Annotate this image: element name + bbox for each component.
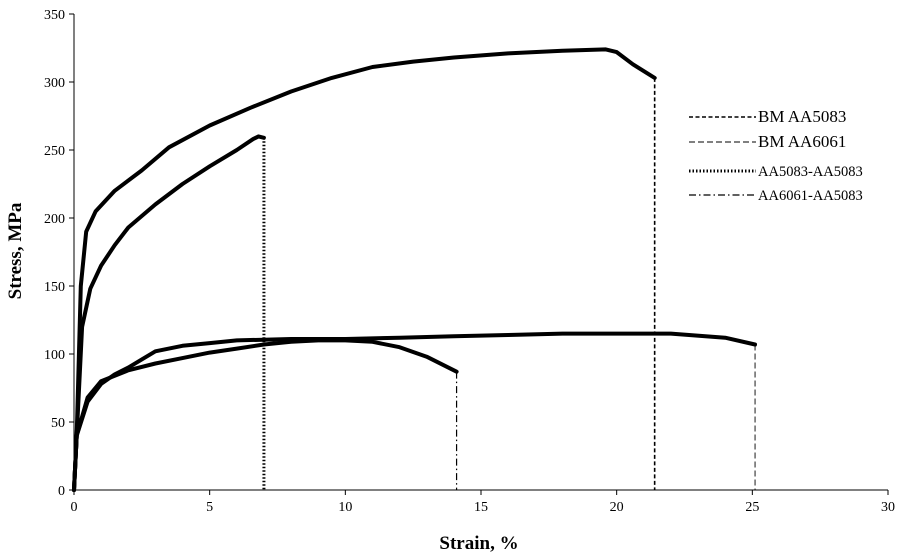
y-axis-title: Stress, MPa (5, 202, 26, 299)
y-tick-label: 100 (44, 348, 65, 363)
stress-strain-curve (72, 331, 757, 492)
y-tick-label: 250 (44, 144, 65, 159)
stress-strain-curve (72, 134, 266, 492)
legend-item: AA5083-AA5083 (689, 164, 863, 180)
y-tick-label: 300 (44, 76, 65, 91)
series-3 (72, 134, 266, 492)
x-axis-title: Strain, % (439, 533, 518, 554)
x-tick-label: 5 (206, 500, 213, 515)
y-tick-label: 350 (44, 8, 65, 23)
legend-label: AA5083-AA5083 (758, 164, 863, 180)
series-2 (72, 331, 757, 492)
axes: 0 50 100 150 200 250 300 350 0 5 10 15 20 25 30 (44, 8, 895, 515)
legend-label: AA6061-AA5083 (758, 188, 863, 204)
x-tick-label: 30 (881, 500, 895, 515)
y-tick-label: 150 (44, 280, 65, 295)
legend-label: BM AA6061 (758, 132, 846, 151)
y-tick-label: 200 (44, 212, 65, 227)
legend: BM AA5083 BM AA6061 AA5083-AA5083 AA6061-AA… (689, 107, 863, 204)
x-tick-label: 10 (338, 500, 352, 515)
legend-label: BM AA5083 (758, 107, 846, 126)
y-tick-label: 50 (51, 416, 65, 431)
series-layer (72, 47, 757, 492)
x-tick-label: 0 (71, 500, 78, 515)
y-tick-label: 0 (58, 484, 65, 499)
series-1 (72, 47, 657, 492)
x-tick-label: 25 (745, 500, 759, 515)
series-4 (72, 338, 459, 492)
legend-item: BM AA5083 (689, 107, 846, 126)
legend-item: BM AA6061 (689, 132, 846, 151)
stress-strain-curve (72, 338, 459, 492)
x-tick-label: 15 (474, 500, 488, 515)
legend-item: AA6061-AA5083 (689, 188, 863, 204)
x-tick-label: 20 (610, 500, 624, 515)
stress-strain-curve (72, 47, 657, 492)
